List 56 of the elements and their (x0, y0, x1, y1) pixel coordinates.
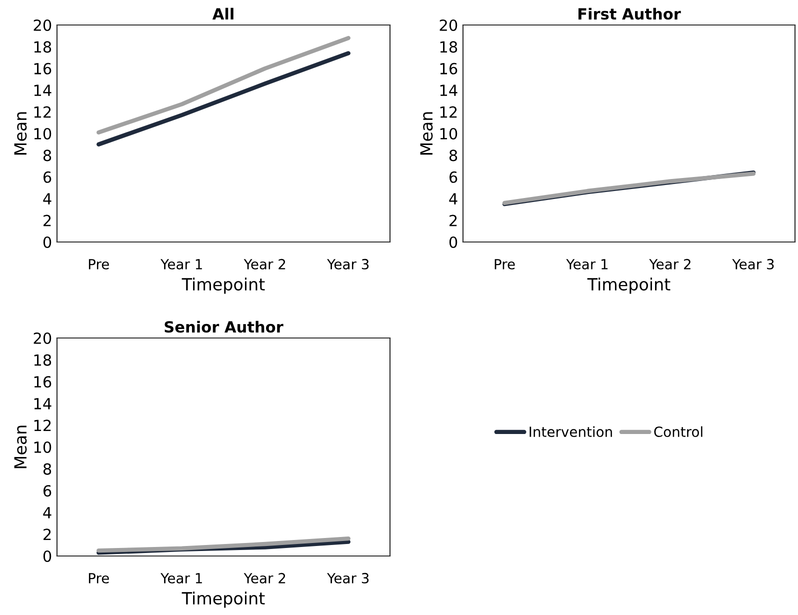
x-axis-title: Timepoint (182, 592, 265, 608)
chart-title: First Author (578, 8, 681, 20)
x-axis-title: Timepoint (587, 278, 670, 294)
x-tick-label: Year 1 (160, 259, 202, 270)
y-tick-label: 18 (34, 41, 52, 53)
x-tick-label: Year 2 (244, 258, 286, 270)
x-tick-label: Pre (88, 573, 109, 584)
y-tick-label: 20 (34, 19, 52, 32)
x-tick-label: Year 3 (327, 258, 369, 270)
x-tick-label: Year 2 (649, 258, 690, 270)
y-tick-label: 12 (34, 420, 51, 432)
chart-title: All (212, 8, 234, 20)
y-tick-label: 8 (449, 150, 458, 162)
y-axis-title: Mean (14, 112, 27, 155)
y-tick-label: 20 (440, 19, 458, 32)
y-tick-label: 4 (449, 193, 458, 204)
y-tick-label: 2 (44, 528, 51, 540)
y-tick-label: 6 (449, 171, 458, 183)
y-tick-label: 2 (44, 214, 51, 226)
y-tick-label: 4 (43, 193, 52, 204)
y-tick-label: 12 (34, 106, 51, 118)
x-tick-label: Year 3 (327, 572, 369, 584)
y-tick-label: 10 (440, 128, 458, 140)
y-tick-label: 16 (34, 376, 52, 388)
y-tick-label: 8 (43, 150, 52, 162)
y-tick-label: 10 (34, 441, 52, 454)
y-tick-label: 6 (43, 485, 52, 497)
y-axis-title: Mean (14, 426, 27, 468)
y-tick-label: 14 (34, 84, 52, 96)
y-tick-label: 18 (440, 41, 458, 53)
legend-label: Intervention (530, 426, 612, 438)
y-tick-label: 18 (34, 354, 52, 366)
y-tick-label: 12 (440, 106, 457, 118)
y-tick-label: 0 (43, 236, 52, 248)
y-axis-title: Mean (420, 112, 433, 155)
y-tick-label: 14 (34, 398, 52, 410)
x-tick-label: Year 3 (732, 258, 774, 270)
x-tick-label: Pre (88, 259, 109, 270)
legend-label: Control (654, 426, 702, 438)
y-tick-label: 0 (43, 550, 52, 562)
y-tick-label: 14 (440, 84, 458, 96)
y-tick-label: 0 (449, 236, 458, 248)
y-tick-label: 20 (34, 332, 52, 344)
y-tick-label: 4 (43, 507, 52, 518)
y-tick-label: 16 (34, 62, 52, 74)
y-tick-label: 10 (34, 128, 52, 140)
y-tick-label: 8 (43, 463, 52, 475)
chart-title: Senior Author (164, 320, 284, 333)
x-tick-label: Year 1 (160, 573, 202, 584)
y-tick-label: 16 (440, 62, 458, 74)
x-axis-title: Timepoint (182, 278, 265, 294)
y-tick-label: 2 (450, 214, 457, 226)
x-tick-label: Year 2 (244, 572, 286, 584)
x-tick-label: Pre (494, 259, 515, 270)
x-tick-label: Year 1 (566, 259, 608, 270)
y-tick-label: 6 (43, 171, 52, 183)
